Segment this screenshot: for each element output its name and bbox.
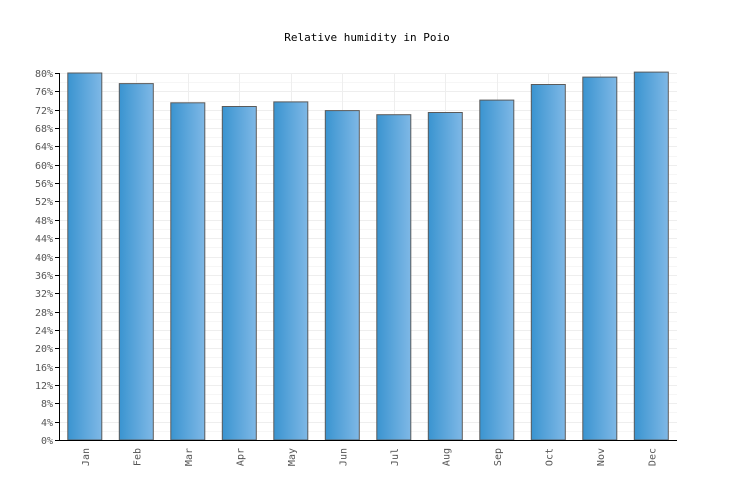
x-tick-label: Jan [81,448,92,466]
x-tick-label: May [287,448,298,466]
y-tick-label: 80% [35,69,53,80]
y-tick-label: 20% [35,344,53,355]
bar-apr [221,106,257,441]
y-tick-label: 12% [35,381,53,392]
y-tick-label: 8% [41,399,53,410]
y-tick-label: 44% [35,234,53,245]
chart-title: Relative humidity in Poio [284,31,450,44]
x-tick-label: Apr [235,448,246,466]
bars [67,71,669,441]
x-tick-label: Aug [441,448,452,466]
bar-jul [376,114,412,441]
y-tick-label: 36% [35,271,53,282]
bar-oct [530,84,566,441]
x-tick-label: Nov [596,448,607,466]
x-tick-labels: Jan Feb Mar Apr May Jun Jul Aug Sep Oct Nov Dec [81,448,659,466]
y-tick-label: 32% [35,289,53,300]
y-tick-label: 4% [41,418,53,429]
bar-feb [118,83,154,441]
bar-jun [324,110,360,441]
bar-mar [170,102,206,441]
y-tick-labels: 0% 4% 8% 12% 16% 20% 24% 28% 32% 36% 40% 44% 48% 52% 5… [35,69,53,447]
y-tick-label: 52% [35,197,53,208]
bar-dec [633,71,669,441]
y-tick-label: 24% [35,326,53,337]
bar-may [273,101,309,441]
x-tick-label: Mar [184,448,195,466]
y-tick-label: 0% [41,436,53,447]
bar-aug [427,112,463,441]
x-tick-label: Oct [544,448,555,466]
x-tick-label: Jun [338,448,349,466]
x-tick-label: Jul [390,448,401,466]
y-tick-label: 76% [35,87,53,98]
bar-nov [582,76,618,441]
y-tick-label: 40% [35,253,53,264]
x-tick-label: Dec [647,448,658,466]
y-tick-label: 68% [35,124,53,135]
y-tick-label: 56% [35,179,53,190]
y-tick-label: 48% [35,216,53,227]
y-tick-label: 64% [35,142,53,153]
y-tick-label: 60% [35,161,53,172]
y-tick-label: 16% [35,363,53,374]
x-tick-label: Sep [493,448,504,466]
y-tick-label: 72% [35,106,53,117]
bar-jan [67,72,103,441]
axes [55,73,677,441]
x-tick-label: Feb [132,448,143,466]
y-tick-label: 28% [35,308,53,319]
grid-lines [59,73,677,440]
bar-sep [479,99,515,441]
